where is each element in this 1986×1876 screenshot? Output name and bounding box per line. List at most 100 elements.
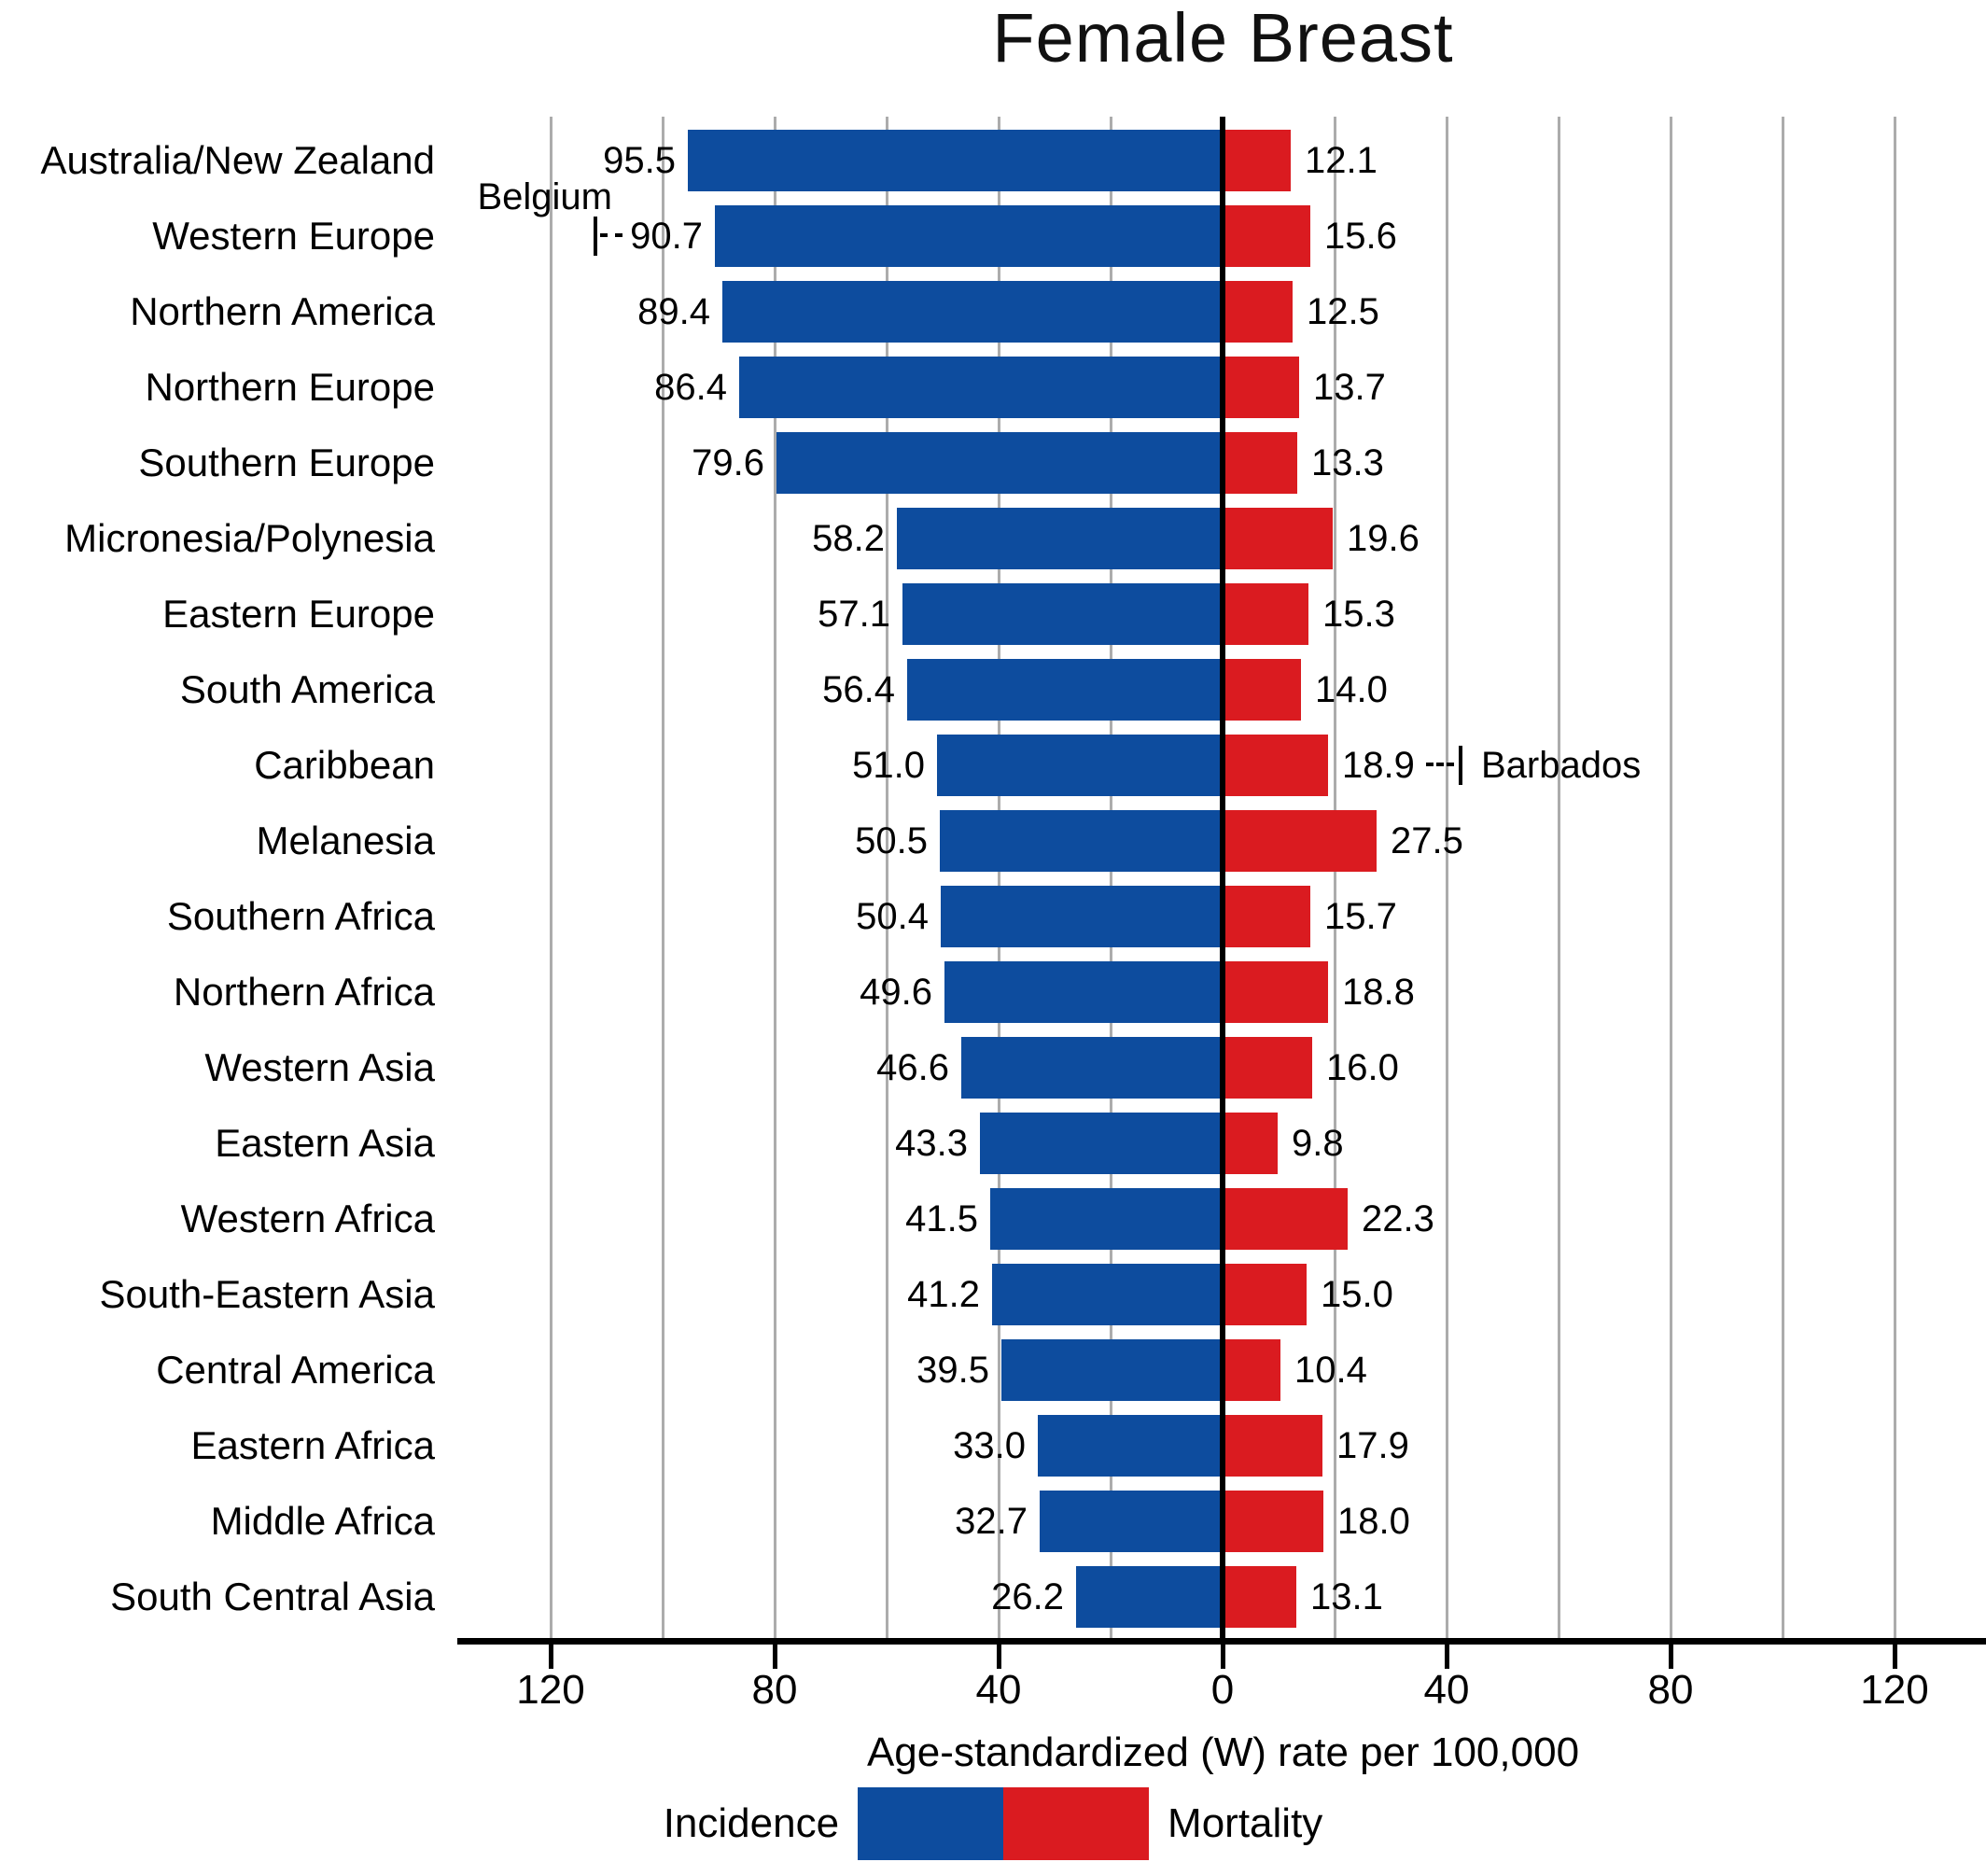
incidence-bar — [776, 432, 1223, 494]
mortality-value-label: 12.5 — [1307, 291, 1379, 332]
mortality-value-label: 16.0 — [1326, 1047, 1399, 1088]
incidence-bar — [688, 130, 1223, 191]
mortality-bar — [1223, 1264, 1307, 1325]
incidence-bar — [992, 1264, 1223, 1325]
gridline — [1446, 117, 1448, 1638]
incidence-bar — [961, 1037, 1223, 1099]
gridline — [1110, 117, 1112, 1638]
mortality-value-label: 18.0 — [1337, 1501, 1410, 1542]
x-axis-line — [457, 1638, 1986, 1645]
incidence-bar — [940, 810, 1223, 872]
legend-incidence-swatch — [858, 1787, 1004, 1860]
incidence-bar — [990, 1188, 1223, 1250]
category-label: Australia/New Zealand — [40, 138, 435, 182]
incidence-bar — [937, 735, 1223, 796]
mortality-bar — [1223, 205, 1310, 267]
x-axis-tick — [1221, 1645, 1225, 1669]
category-label: Western Asia — [204, 1045, 435, 1089]
gridline — [1558, 117, 1560, 1638]
category-label: Middle Africa — [210, 1499, 435, 1543]
incidence-value-label: 90.7 — [630, 216, 703, 257]
mortality-value-label: 12.1 — [1305, 140, 1378, 181]
x-axis-tick — [773, 1645, 777, 1669]
legend-incidence-label: Incidence — [663, 1800, 840, 1846]
incidence-value-label: 50.4 — [856, 896, 929, 937]
category-label: Northern Europe — [145, 365, 435, 409]
barbados-annotation-label: Barbados — [1481, 745, 1642, 786]
x-axis-tick — [1893, 1645, 1897, 1669]
x-axis-tick-label: 80 — [751, 1667, 798, 1713]
x-axis-tick — [1669, 1645, 1673, 1669]
mortality-value-label: 13.7 — [1313, 367, 1386, 408]
incidence-value-label: 57.1 — [818, 594, 890, 635]
x-axis-tick — [1445, 1645, 1449, 1669]
incidence-bar — [1038, 1415, 1223, 1477]
gridline — [1334, 117, 1336, 1638]
x-axis-tick-label: 120 — [516, 1667, 585, 1713]
incidence-bar — [722, 281, 1223, 343]
incidence-value-label: 56.4 — [822, 669, 895, 710]
mortality-bar — [1223, 508, 1333, 569]
category-label: South America — [179, 667, 435, 711]
belgium-annotation-label: Belgium — [477, 176, 612, 217]
legend-mortality-swatch — [1003, 1787, 1150, 1860]
mortality-bar — [1223, 810, 1377, 872]
gridline — [1782, 117, 1784, 1638]
x-axis-title: Age-standardized (W) rate per 100,000 — [866, 1729, 1580, 1775]
mortality-value-label: 10.4 — [1294, 1350, 1367, 1391]
incidence-value-label: 41.2 — [907, 1274, 980, 1315]
mortality-bar — [1223, 1566, 1296, 1628]
x-axis-tick — [997, 1645, 1001, 1669]
barbados-annotation-dash — [1426, 763, 1454, 766]
incidence-value-label: 49.6 — [860, 972, 932, 1013]
mortality-value-label: 18.8 — [1342, 972, 1415, 1013]
x-axis-tick — [549, 1645, 553, 1669]
category-label: Southern Europe — [138, 441, 435, 484]
chart-title: Female Breast — [992, 0, 1454, 77]
x-axis-tick-label: 40 — [975, 1667, 1022, 1713]
incidence-bar — [902, 583, 1223, 645]
incidence-value-label: 95.5 — [603, 140, 676, 181]
gridline — [550, 117, 552, 1638]
mortality-bar — [1223, 1188, 1348, 1250]
gridline — [1894, 117, 1896, 1638]
incidence-value-label: 39.5 — [916, 1350, 989, 1391]
legend: Incidence Mortality — [0, 1785, 1986, 1863]
mortality-value-label: 22.3 — [1362, 1198, 1434, 1239]
mortality-value-label: 27.5 — [1391, 820, 1463, 861]
category-label: Eastern Europe — [162, 592, 435, 636]
category-label: Caribbean — [254, 743, 435, 787]
mortality-value-label: 15.7 — [1324, 896, 1397, 937]
gridline — [886, 117, 888, 1638]
category-label: Western Europe — [152, 214, 435, 258]
mortality-bar — [1223, 961, 1328, 1023]
mortality-bar — [1223, 130, 1291, 191]
mortality-value-label: 13.1 — [1310, 1576, 1383, 1617]
incidence-value-label: 43.3 — [895, 1123, 968, 1164]
incidence-bar — [941, 886, 1223, 947]
mortality-bar — [1223, 432, 1297, 494]
incidence-value-label: 86.4 — [654, 367, 727, 408]
category-label: Southern Africa — [166, 894, 435, 938]
mortality-bar — [1223, 1113, 1278, 1174]
incidence-bar — [1040, 1491, 1223, 1552]
mortality-bar — [1223, 659, 1301, 721]
mortality-value-label: 9.8 — [1292, 1123, 1344, 1164]
belgium-annotation-dash — [600, 233, 622, 237]
mortality-bar — [1223, 886, 1310, 947]
incidence-value-label: 46.6 — [876, 1047, 949, 1088]
mortality-bar — [1223, 1339, 1280, 1401]
category-label: Micronesia/Polynesia — [64, 516, 435, 560]
mortality-value-label: 17.9 — [1336, 1425, 1409, 1466]
category-label: Northern America — [130, 289, 435, 333]
x-axis-tick-label: 40 — [1423, 1667, 1470, 1713]
category-label: Western Africa — [180, 1197, 435, 1240]
incidence-value-label: 33.0 — [953, 1425, 1026, 1466]
incidence-bar — [907, 659, 1223, 721]
category-label: Eastern Africa — [190, 1423, 435, 1467]
mortality-value-label: 19.6 — [1347, 518, 1420, 559]
x-axis-tick-label: 0 — [1210, 1667, 1235, 1713]
mortality-bar — [1223, 1037, 1312, 1099]
mortality-bar — [1223, 357, 1299, 418]
